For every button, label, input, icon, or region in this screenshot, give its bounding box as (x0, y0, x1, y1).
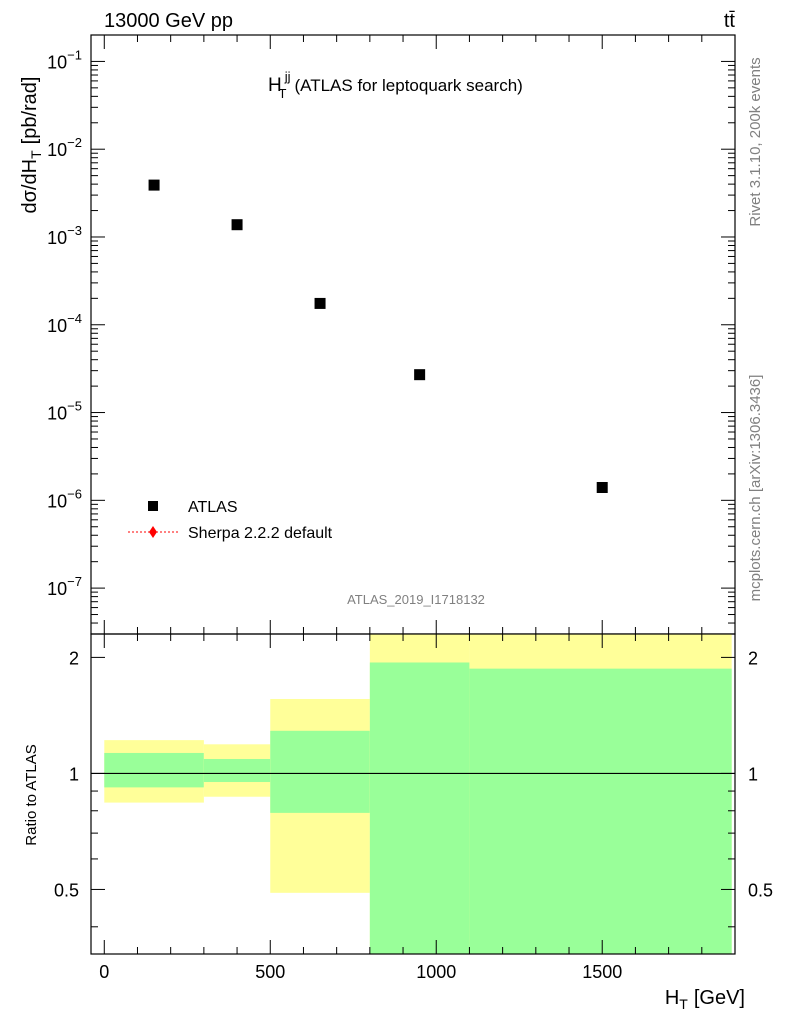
main-y-tick-labels: 10−710−610−510−410−310−210−1 (47, 47, 82, 599)
ratio-panel-ticks (91, 634, 735, 954)
main-y-tick-label: 10−1 (47, 47, 82, 72)
main-y-tick-label-base: 10 (47, 404, 67, 424)
plot-title-sub: T (279, 86, 287, 101)
stat-uncertainty-band (270, 730, 370, 813)
ratio-uncertainty-bands (104, 634, 732, 954)
main-y-tick-label: 10−2 (47, 135, 82, 160)
main-y-tick-label: 10−5 (47, 399, 82, 424)
legend-sherpa-label: Sherpa 2.2.2 default (188, 525, 333, 542)
process-label: tt̄ (724, 10, 736, 32)
plot-title-sup: jj (284, 69, 291, 84)
ratio-y-tick-label-right: 2 (748, 648, 758, 668)
ratio-y-tick-labels-right: 0.5 1 2 (748, 648, 773, 900)
stat-uncertainty-band (104, 752, 204, 788)
main-y-tick-label: 10−3 (47, 223, 82, 248)
main-y-tick-label-base: 10 (47, 491, 67, 511)
atlas-data-point (414, 369, 426, 381)
main-y-tick-label: 10−4 (47, 311, 82, 336)
ratio-y-tick-label: 1 (69, 764, 79, 784)
plot-title-rest: (ATLAS for leptoquark search) (294, 76, 522, 95)
main-y-tick-label-base: 10 (47, 140, 67, 160)
main-y-tick-label-base: 10 (47, 579, 67, 599)
legend-atlas-marker (148, 501, 158, 511)
main-y-tick-label-base: 10 (47, 228, 67, 248)
main-y-tick-label-exp: −3 (67, 223, 82, 238)
stat-uncertainty-band (203, 758, 271, 783)
atlas-data-point (148, 179, 160, 191)
legend-sherpa-marker (149, 526, 157, 538)
legend-atlas-label: ATLAS (188, 499, 238, 516)
ratio-y-tick-labels-left: 0.5 1 2 (54, 648, 79, 900)
rivet-label: Rivet 3.1.10, 200k events (747, 57, 764, 226)
ratio-panel: 0.512 0.512 0 500 1000 1500 Ratio to ATLAS … (23, 633, 773, 1012)
analysis-watermark: ATLAS_2019_I1718132 (347, 592, 485, 607)
main-y-tick-label-exp: −7 (67, 574, 82, 589)
ratio-y-tick-label: 0.5 (54, 880, 79, 900)
main-y-axis-label: dσ/dHT [pb/rad] (19, 77, 44, 214)
main-y-tick-label-exp: −5 (67, 399, 82, 414)
main-y-tick-label-exp: −6 (67, 486, 82, 501)
atlas-data-point (596, 481, 608, 493)
plot-title-main: H (268, 75, 282, 96)
ratio-panel-frame (90, 633, 736, 955)
x-tick-labels: 0 500 1000 1500 (99, 962, 622, 982)
ratio-y-tick-label-right: 0.5 (748, 880, 773, 900)
x-tick-label: 0 (99, 962, 109, 982)
main-y-tick-label-exp: −2 (67, 135, 82, 150)
x-axis-label-main: H (665, 987, 679, 1009)
main-y-tick-label: 10−7 (47, 574, 82, 599)
x-axis-label: HT [GeV] (665, 987, 745, 1012)
main-y-axis-label-rest: [pb/rad] (19, 77, 41, 145)
main-y-tick-label: 10−6 (47, 486, 82, 511)
stat-uncertainty-band (469, 668, 732, 954)
legend: ATLAS Sherpa 2.2.2 default (128, 499, 333, 542)
stat-uncertainty-band (369, 662, 470, 954)
ratio-y-axis-label: Ratio to ATLAS (23, 744, 40, 845)
x-axis-label-sub: T (679, 996, 688, 1012)
x-tick-label: 500 (255, 962, 285, 982)
energy-label: 13000 GeV pp (104, 10, 233, 32)
main-y-axis-label-main: dσ/dH (19, 159, 41, 214)
main-y-axis-label-sub: T (28, 150, 44, 159)
x-axis-label-rest: [GeV] (694, 987, 745, 1009)
main-y-tick-label-base: 10 (47, 316, 67, 336)
main-panel-frame (90, 34, 736, 635)
ratio-y-tick-label: 2 (69, 648, 79, 668)
atlas-data-point (231, 219, 243, 231)
main-y-tick-label-base: 10 (47, 52, 67, 72)
main-panel-ticks (91, 34, 735, 635)
atlas-data-points (148, 179, 608, 493)
atlas-data-point (314, 297, 326, 309)
mcplots-label: mcplots.cern.ch [arXiv:1306.3436] (747, 375, 764, 602)
main-y-tick-label-exp: −1 (67, 47, 82, 62)
x-tick-label: 1000 (416, 962, 456, 982)
main-y-tick-label-exp: −4 (67, 311, 82, 326)
x-tick-label: 1500 (582, 962, 622, 982)
ratio-y-tick-label-right: 1 (748, 764, 758, 784)
